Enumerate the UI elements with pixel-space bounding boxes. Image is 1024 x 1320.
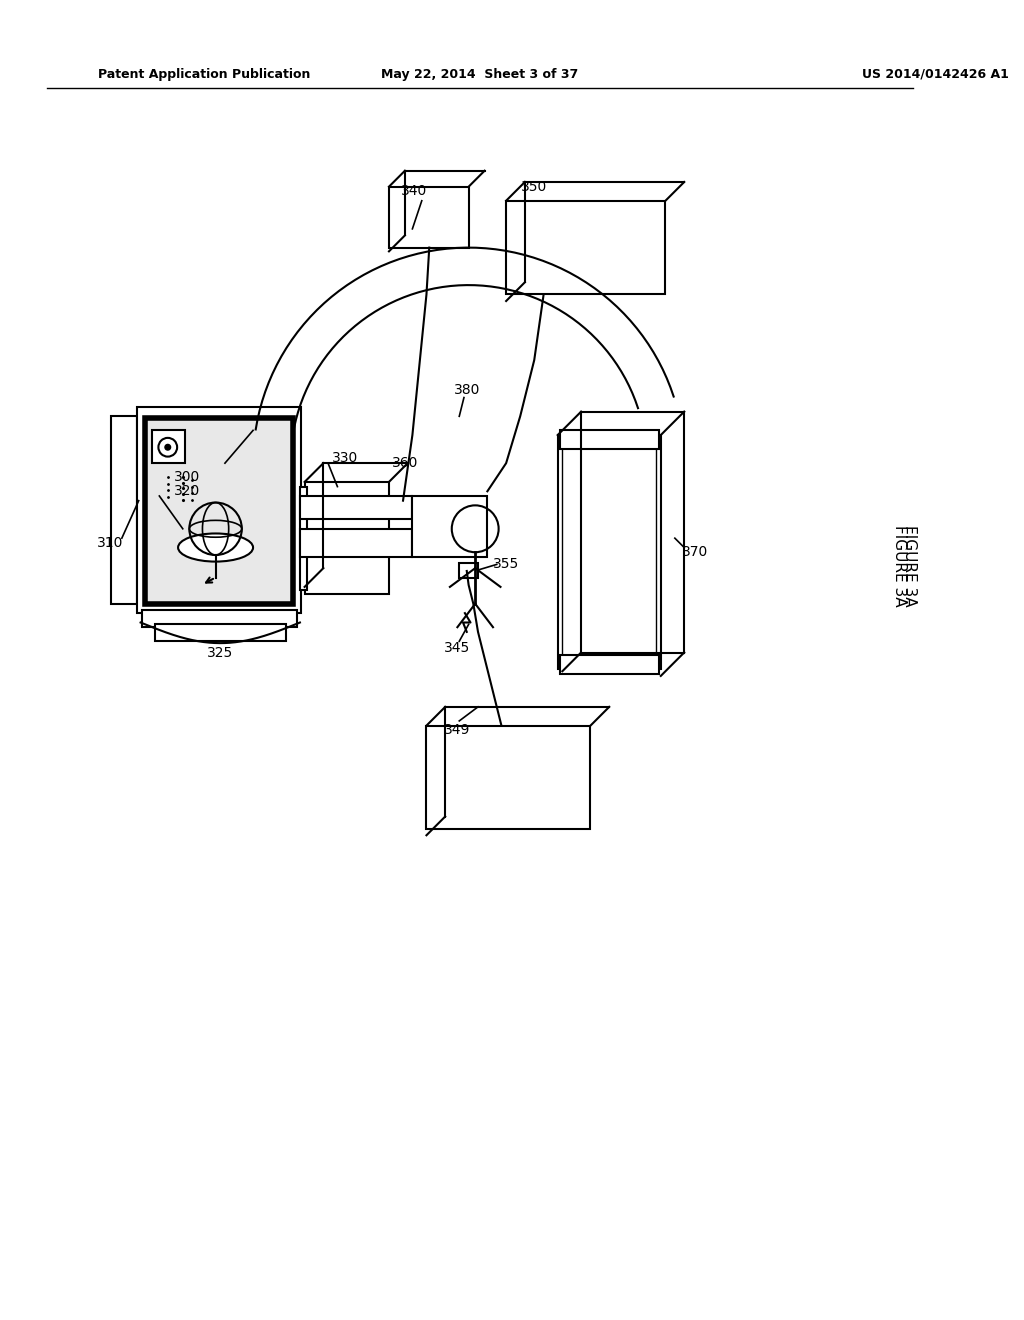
Bar (558, 436, 660, 669)
Bar (426, 726, 591, 829)
Text: May 22, 2014  Sheet 3 of 37: May 22, 2014 Sheet 3 of 37 (381, 67, 579, 81)
Bar (560, 430, 658, 449)
Text: 345: 345 (444, 640, 470, 655)
Text: Patent Application Publication: Patent Application Publication (98, 67, 311, 81)
Text: 349: 349 (444, 723, 471, 738)
Text: 300: 300 (174, 470, 201, 484)
Text: 330: 330 (332, 451, 358, 466)
Circle shape (165, 445, 171, 450)
Text: 380: 380 (454, 383, 480, 397)
Text: US 2014/0142426 A1: US 2014/0142426 A1 (862, 67, 1010, 81)
Text: 360: 360 (392, 457, 418, 470)
Text: 320: 320 (174, 484, 201, 498)
Bar (459, 562, 478, 578)
Ellipse shape (178, 533, 253, 561)
Bar (389, 186, 469, 248)
Bar (562, 440, 656, 665)
Text: 340: 340 (401, 185, 427, 198)
Bar (142, 610, 297, 627)
Text: 370: 370 (682, 545, 709, 560)
Bar (506, 201, 666, 294)
Bar (145, 418, 293, 603)
Bar (300, 529, 413, 557)
Text: 355: 355 (493, 557, 519, 572)
Bar (300, 496, 413, 519)
Bar (304, 482, 389, 594)
Text: 310: 310 (97, 536, 124, 550)
Bar (560, 655, 658, 675)
Bar (300, 487, 307, 590)
Bar (111, 416, 137, 603)
Bar (137, 407, 301, 612)
Bar (155, 624, 286, 642)
Bar (152, 430, 184, 463)
Text: FIGURE 3A: FIGURE 3A (902, 525, 916, 607)
Text: 350: 350 (521, 180, 548, 194)
Bar (413, 496, 487, 557)
Text: FIGURE 3A: FIGURE 3A (892, 525, 907, 607)
Text: 325: 325 (207, 645, 233, 660)
